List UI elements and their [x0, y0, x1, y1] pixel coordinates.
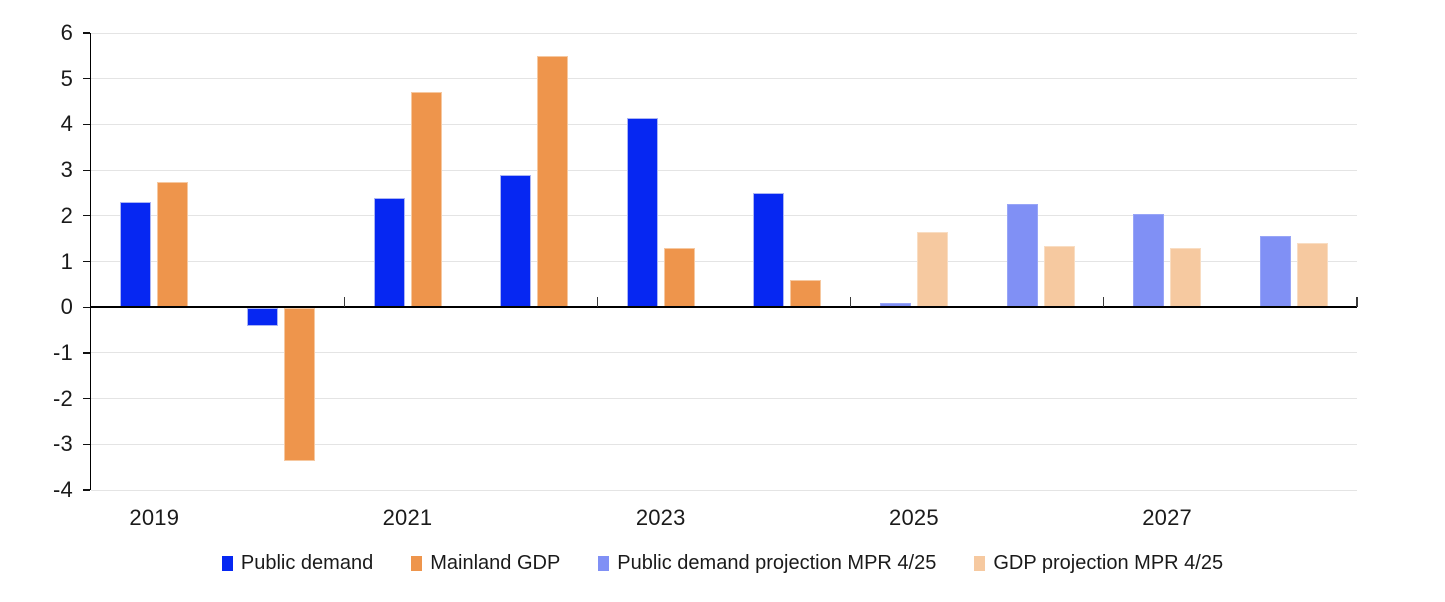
bar-2025-gdp-projection-mpr-4-25 [916, 231, 948, 308]
bar-2026-public-demand-projection-mpr-4-25 [1006, 204, 1038, 308]
y-tick-3 [82, 169, 90, 171]
bar-2027-public-demand-projection-mpr-4-25 [1133, 213, 1165, 308]
y-tick-4 [82, 123, 90, 126]
bar-2028-public-demand-projection-mpr-4-25 [1259, 236, 1291, 308]
bar-2022-mainland-gdp [537, 55, 569, 308]
x-tick-10 [1356, 297, 1358, 308]
legend-swatch-gdp-projection-mpr-4-25-icon [974, 556, 986, 571]
gridline-6 [91, 32, 1357, 34]
y-axis-label--2: -2 [53, 385, 73, 411]
bar-2024-mainland-gdp [790, 279, 822, 308]
x-axis-label-2019: 2019 [129, 505, 180, 530]
y-axis-label-3: 3 [60, 157, 73, 183]
bar-2023-mainland-gdp [663, 247, 695, 308]
gridline--3 [91, 443, 1357, 445]
bar-2027-gdp-projection-mpr-4-25 [1170, 247, 1202, 308]
y-axis-label-6: 6 [60, 20, 73, 45]
x-axis-label-2021: 2021 [382, 505, 433, 530]
legend-swatch-public-demand-projection-mpr-4-25-icon [598, 556, 610, 571]
legend-label-mainland-gdp: Mainland GDP [430, 552, 561, 574]
legend-swatch-public-demand-icon [221, 556, 233, 571]
y-tick-1 [82, 260, 90, 263]
x-tick-6 [850, 297, 852, 308]
legend-item-public-demand: Public demand [221, 552, 374, 575]
bar-2026-gdp-projection-mpr-4-25 [1043, 245, 1075, 308]
y-axis-label-4: 4 [60, 111, 73, 137]
gridline-2 [91, 215, 1357, 217]
gridline--1 [91, 352, 1357, 354]
y-tick-0 [82, 306, 90, 308]
x-axis-label-2025: 2025 [889, 505, 939, 530]
y-axis-label-1: 1 [60, 248, 73, 274]
bar-2028-gdp-projection-mpr-4-25 [1296, 243, 1328, 308]
y-axis-label-0: 0 [60, 294, 73, 320]
bar-2020-mainland-gdp [283, 308, 315, 462]
y-tick-5 [82, 78, 90, 80]
gridline-4 [91, 123, 1357, 125]
bar-2024-public-demand [753, 192, 785, 308]
x-tick-4 [596, 297, 599, 308]
bar-2021-public-demand [373, 197, 405, 308]
legend-item-public-demand-projection-mpr-4-25: Public demand projection MPR 4/25 [598, 552, 936, 575]
gridline-1 [91, 261, 1357, 262]
bar-2021-mainland-gdp [410, 92, 442, 308]
legend-item-mainland-gdp: Mainland GDP [411, 552, 560, 575]
bar-2020-public-demand [246, 308, 278, 327]
x-axis-zero-line [91, 306, 1357, 309]
bar-2023-public-demand [626, 117, 658, 308]
legend-swatch-mainland-gdp-icon [411, 556, 423, 571]
y-axis-label--3: -3 [53, 431, 73, 457]
bar-2019-public-demand [120, 202, 152, 308]
legend-label-public-demand: Public demand [240, 552, 374, 574]
y-axis-label-2: 2 [60, 202, 73, 228]
gridline-5 [91, 78, 1357, 80]
gridline-3 [91, 169, 1357, 171]
x-tick-8 [1103, 297, 1105, 308]
legend-label-gdp-projection-mpr-4-25: GDP projection MPR 4/25 [993, 552, 1224, 574]
x-axis-label-2027: 2027 [1142, 505, 1192, 530]
gridline--4 [91, 489, 1357, 491]
y-axis-label--1: -1 [53, 339, 73, 365]
y-axis-label--4: -4 [53, 477, 73, 502]
y-axis-label-5: 5 [60, 65, 73, 91]
y-tick--1 [82, 352, 90, 354]
y-tick--3 [82, 443, 90, 445]
x-tick-2 [343, 297, 345, 308]
legend-label-public-demand-projection-mpr-4-25: Public demand projection MPR 4/25 [617, 552, 937, 574]
bar-2022-public-demand [500, 174, 532, 308]
y-tick-6 [82, 32, 90, 34]
legend-item-gdp-projection-mpr-4-25: GDP projection MPR 4/25 [974, 552, 1223, 575]
x-axis-label-2023: 2023 [635, 505, 686, 530]
y-tick--2 [82, 398, 90, 400]
legend: Public demand Mainland GDP Public demand p… [0, 552, 1445, 575]
bar-2019-mainland-gdp [157, 181, 189, 308]
y-tick--4 [82, 489, 90, 491]
y-tick-2 [82, 215, 90, 217]
gridline--2 [91, 398, 1357, 400]
y-axis-line [89, 33, 91, 490]
